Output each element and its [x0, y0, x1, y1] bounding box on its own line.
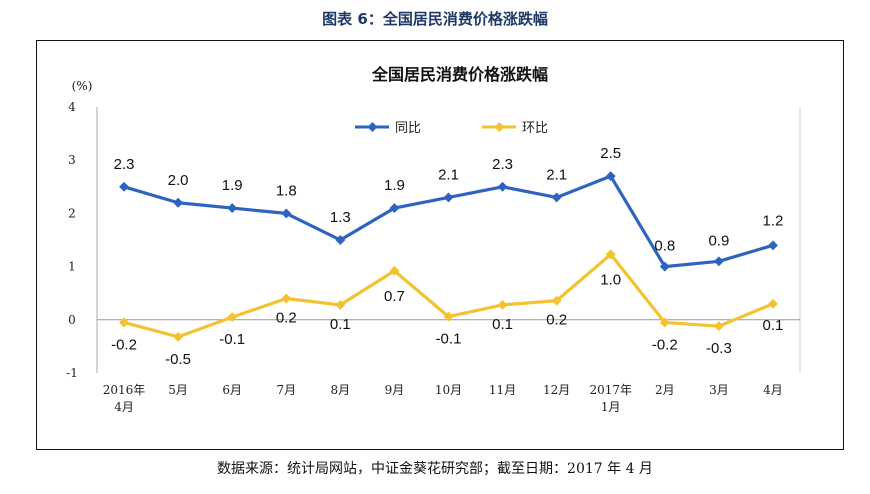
data-label: 0.2 [546, 312, 567, 329]
data-point [443, 192, 454, 203]
y-tick-label: 3 [68, 153, 76, 167]
data-point [768, 298, 778, 309]
series-yoy: 2.3 2.0 1.9 1.8 1.3 1.9 2.1 2.3 2.1 2.5 0.8 0.9 1.2 [114, 145, 784, 272]
data-label: 0.9 [708, 232, 729, 249]
data-point [497, 181, 508, 192]
data-point [335, 299, 346, 310]
data-label: 0.8 [654, 238, 675, 255]
chart-title: 全国居民消费价格涨跌幅 [371, 65, 548, 84]
data-point [335, 235, 346, 245]
data-point [605, 249, 616, 260]
series-layer: 2.3 2.0 1.9 1.8 1.3 1.9 2.1 2.3 2.1 2.5 0.8 0.9 1.2 -… [111, 145, 783, 368]
x-tick-label: 10月 [435, 383, 462, 397]
y-tick-label: -1 [66, 366, 78, 380]
data-point [443, 311, 454, 322]
data-point [281, 208, 292, 219]
data-label: 1.8 [276, 182, 297, 199]
source-note: 数据来源：统计局网站，中证金葵花研究部；截至日期：2017 年 4 月 [217, 461, 653, 477]
data-label: -0.1 [219, 331, 245, 348]
data-point [605, 171, 616, 182]
x-tick-label: 8月 [331, 383, 351, 397]
data-label: 0.7 [384, 288, 405, 305]
data-point [389, 265, 400, 276]
x-tick-label: 2017年 [589, 383, 632, 397]
data-label: 2.3 [492, 156, 513, 173]
data-label: 2.1 [438, 166, 459, 183]
data-point [227, 312, 238, 323]
x-tick-label: 9月 [385, 383, 405, 397]
data-point [173, 331, 184, 342]
data-point [659, 317, 670, 328]
data-label: -0.5 [165, 351, 191, 368]
data-label: 1.3 [330, 209, 351, 226]
chart-frame [36, 40, 844, 450]
y-tick-label: 1 [68, 260, 76, 274]
y-tick-label: 0 [68, 313, 76, 327]
x-tick-label: 3月 [709, 383, 729, 397]
data-point [713, 321, 724, 332]
x-tick-label: 4月 [114, 400, 134, 414]
chart-legend: 同比 环比 [355, 121, 548, 136]
data-point [173, 197, 184, 208]
x-tick-label: 7月 [276, 383, 296, 397]
x-tick-label: 1月 [601, 400, 621, 414]
data-label: 2.1 [546, 166, 567, 183]
figure-caption: 图表 6：全国居民消费价格涨跌幅 [322, 10, 548, 28]
x-tick-label: 4月 [763, 383, 783, 397]
legend-label: 同比 [395, 121, 421, 136]
legend-label: 环比 [522, 121, 548, 136]
data-point [768, 240, 778, 251]
data-point [497, 299, 508, 310]
data-label: 0.1 [330, 316, 351, 333]
legend-swatch-marker [494, 122, 505, 132]
y-tick-label: 2 [68, 206, 76, 220]
x-tick-label: 5月 [168, 383, 188, 397]
data-label: 0.1 [763, 317, 784, 334]
data-label: 1.9 [222, 177, 243, 194]
data-point [551, 192, 562, 203]
data-label: 1.9 [384, 177, 405, 194]
series-mom: -0.2 -0.5 -0.1 0.2 0.1 0.7 -0.1 0.1 0.2 1.0 -0.2 -0… [111, 249, 784, 368]
x-tick-label: 11月 [489, 383, 516, 397]
x-tick-label: 2月 [655, 383, 675, 397]
data-label: 2.0 [168, 172, 189, 189]
y-axis-unit-label: (%) [72, 79, 93, 93]
data-label: -0.3 [706, 340, 732, 357]
legend-swatch-marker [367, 122, 378, 132]
data-point [551, 295, 562, 306]
data-label: 1.0 [600, 271, 621, 288]
x-tick-label: 12月 [543, 383, 570, 397]
data-point [227, 203, 238, 214]
data-point [119, 181, 129, 192]
data-point [659, 261, 670, 272]
x-tick-label: 6月 [222, 383, 242, 397]
data-point [713, 256, 724, 267]
data-point [281, 293, 292, 304]
x-tick-label: 2016年 [103, 383, 146, 397]
y-tick-label: 4 [68, 100, 76, 114]
data-label: 0.2 [276, 310, 297, 327]
data-point [389, 203, 400, 214]
data-label: -0.1 [436, 331, 462, 348]
data-label: -0.2 [652, 336, 678, 353]
data-label: 2.5 [600, 145, 621, 162]
data-point [119, 317, 129, 328]
data-label: 2.3 [114, 156, 135, 173]
data-label: 0.1 [492, 316, 513, 333]
data-label: 1.2 [763, 212, 784, 229]
data-label: -0.2 [111, 336, 137, 353]
